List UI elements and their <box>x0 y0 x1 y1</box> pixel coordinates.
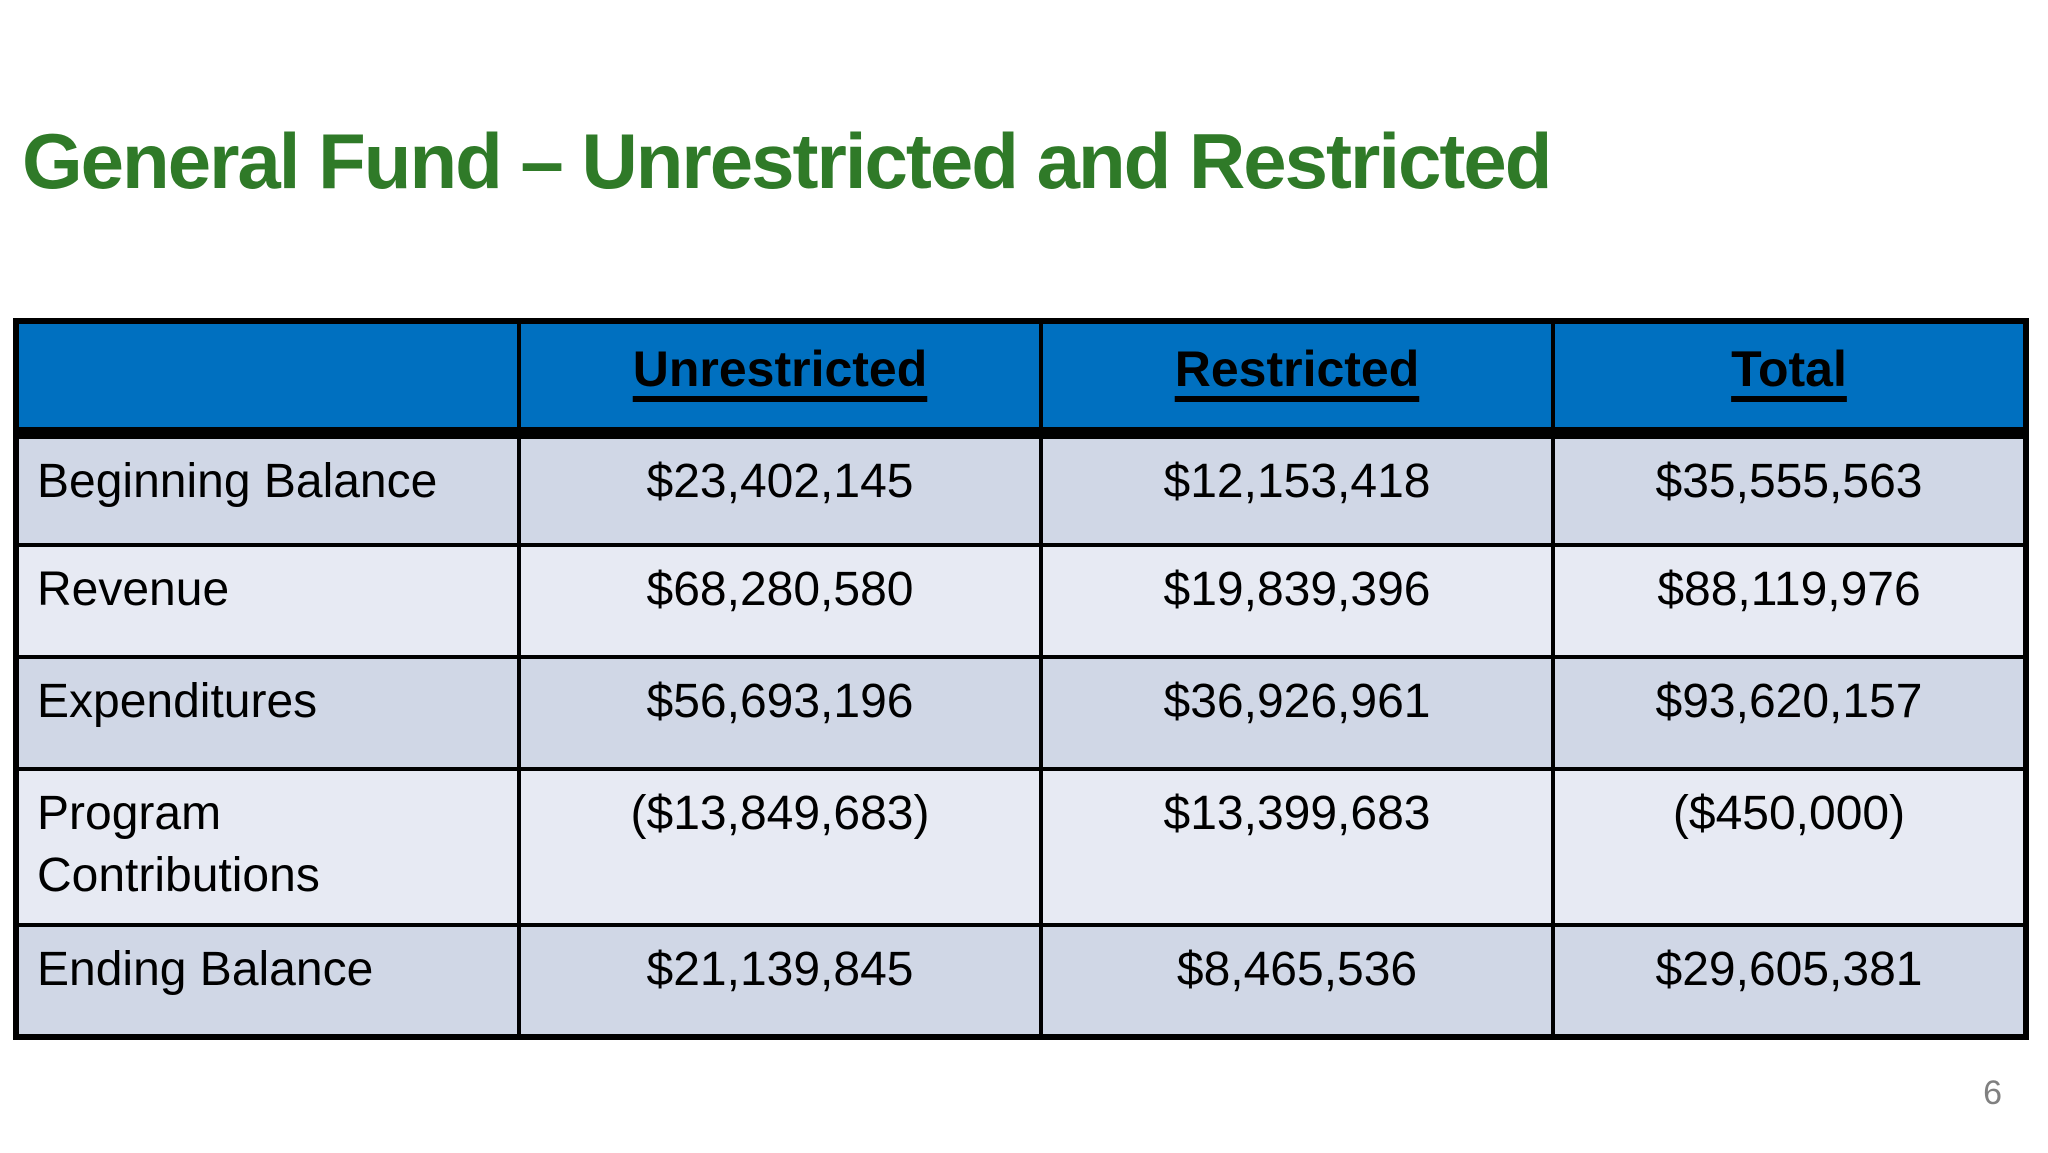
corner-header-cell <box>14 319 521 439</box>
cell-value: $88,119,976 <box>1551 543 2028 659</box>
row-label: Ending Balance <box>14 923 521 1039</box>
column-header-total: Total <box>1551 319 2028 439</box>
cell-value: $35,555,563 <box>1551 431 2028 547</box>
column-header-label: Total <box>1731 341 1847 397</box>
row-label: Expenditures <box>14 655 521 771</box>
cell-value: $12,153,418 <box>1039 431 1555 547</box>
slide-title: General Fund – Unrestricted and Restrict… <box>22 117 1552 205</box>
general-fund-table: Unrestricted Restricted Total Beginning … <box>13 318 2029 1040</box>
column-header-label: Restricted <box>1174 341 1420 397</box>
cell-value: $21,139,845 <box>517 923 1043 1039</box>
table-row-ending-balance: Ending Balance $21,139,845 $8,465,536 $2… <box>14 923 2028 1039</box>
table-row-expenditures: Expenditures $56,693,196 $36,926,961 $93… <box>14 655 2028 771</box>
cell-value: $93,620,157 <box>1551 655 2028 771</box>
cell-value: $19,839,396 <box>1039 543 1555 659</box>
cell-value: ($450,000) <box>1551 767 2028 927</box>
column-header-unrestricted: Unrestricted <box>517 319 1043 439</box>
cell-value: $36,926,961 <box>1039 655 1555 771</box>
row-label: Beginning Balance <box>14 431 521 547</box>
row-label: Revenue <box>14 543 521 659</box>
column-header-label: Unrestricted <box>632 341 928 397</box>
cell-value: ($13,849,683) <box>517 767 1043 927</box>
cell-value: $23,402,145 <box>517 431 1043 547</box>
cell-value: $56,693,196 <box>517 655 1043 771</box>
page-number: 6 <box>1983 1074 2002 1112</box>
row-label: Program Contributions <box>14 767 521 927</box>
cell-value: $13,399,683 <box>1039 767 1555 927</box>
table-row-revenue: Revenue $68,280,580 $19,839,396 $88,119,… <box>14 543 2028 659</box>
table-row-program-contributions: Program Contributions ($13,849,683) $13,… <box>14 767 2028 927</box>
column-header-restricted: Restricted <box>1039 319 1555 439</box>
header-row: Unrestricted Restricted Total <box>14 319 2028 439</box>
table-row-beginning-balance: Beginning Balance $23,402,145 $12,153,41… <box>14 431 2028 547</box>
cell-value: $8,465,536 <box>1039 923 1555 1039</box>
cell-value: $29,605,381 <box>1551 923 2028 1039</box>
cell-value: $68,280,580 <box>517 543 1043 659</box>
